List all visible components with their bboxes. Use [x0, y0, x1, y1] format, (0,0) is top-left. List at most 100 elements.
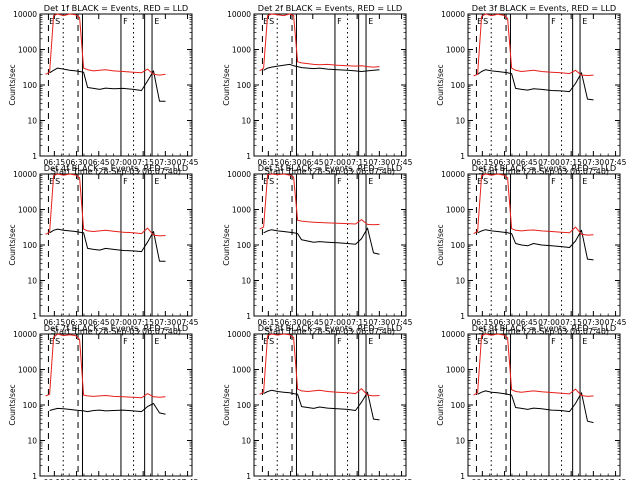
x-tick-label: 06:15 — [258, 158, 280, 167]
y-tick-label: 100 — [237, 241, 252, 250]
y-tick-label: 100 — [23, 401, 38, 410]
x-tick-label: 07:30 — [583, 318, 605, 327]
annotation-label: E — [582, 177, 587, 186]
y-tick-label: 1 — [32, 312, 37, 321]
annotation-label: F — [337, 17, 342, 26]
x-axis-label: Start Time (28-Sep-03 06:07:40) — [51, 167, 181, 176]
annotation-label: E — [477, 177, 482, 186]
panel-title: Det 2f BLACK = Events, RED = LLD — [258, 3, 402, 13]
x-tick-label: 07:30 — [369, 478, 391, 480]
annotation-label: S — [483, 337, 488, 346]
annotation-label: E — [154, 337, 159, 346]
x-tick-label: 06:30 — [494, 158, 516, 167]
x-tick-label: 07:30 — [583, 478, 605, 480]
annotation-label: E — [263, 337, 268, 346]
panel-det3f: Det 3f BLACK = Events, RED = LLD 1 10 100 10… — [436, 3, 627, 176]
annotation-label: F — [551, 337, 556, 346]
annotation-label: F — [551, 177, 556, 186]
x-tick-label: 07:45 — [391, 318, 413, 327]
x-tick-label: 06:15 — [472, 158, 494, 167]
series-lld-line — [45, 173, 166, 237]
series-events-line — [477, 390, 594, 424]
panel-title: Det 4f BLACK = Events, RED = LLD — [44, 163, 188, 173]
y-tick-label: 10000 — [441, 170, 465, 179]
x-tick-label: 06:45 — [516, 318, 538, 327]
x-tick-label: 07:00 — [538, 158, 560, 167]
x-tick-label: 07:15 — [560, 478, 582, 480]
y-tick-label: 1 — [460, 152, 465, 161]
y-tick-label: 100 — [23, 241, 38, 250]
y-tick-label: 10 — [27, 117, 37, 126]
y-tick-label: 10 — [241, 277, 251, 286]
y-tick-label: 10 — [455, 117, 465, 126]
annotation-label: S — [269, 337, 274, 346]
y-axis-label: Counts/sec — [222, 64, 231, 105]
annotation-label: E — [49, 337, 54, 346]
panel-det6f: Det 6f BLACK = Events, RED = LLD 1 10 100 10… — [436, 163, 627, 336]
y-tick-label: 10 — [455, 277, 465, 286]
x-tick-label: 06:45 — [88, 478, 110, 480]
x-tick-label: 06:30 — [280, 318, 302, 327]
y-tick-label: 10000 — [13, 10, 37, 19]
x-tick-label: 07:00 — [324, 158, 346, 167]
y-tick-label: 100 — [451, 401, 466, 410]
y-tick-label: 1000 — [232, 46, 251, 55]
x-tick-label: 06:15 — [44, 478, 66, 480]
y-tick-label: 10000 — [441, 330, 465, 339]
x-tick-label: 06:15 — [44, 318, 66, 327]
annotation-label: E — [49, 17, 54, 26]
x-tick-label: 07:15 — [560, 318, 582, 327]
series-lld-line — [259, 173, 380, 230]
x-tick-label: 07:30 — [155, 158, 177, 167]
x-axis-label: Start Time (28-Sep-03 06:07:40) — [479, 167, 609, 176]
annotation-label: S — [269, 177, 274, 186]
x-tick-label: 07:45 — [391, 158, 413, 167]
y-tick-label: 10 — [455, 437, 465, 446]
y-tick-label: 1 — [246, 152, 251, 161]
panel-det4f: Det 4f BLACK = Events, RED = LLD 1 10 100 10… — [8, 163, 199, 336]
x-tick-label: 07:15 — [346, 478, 368, 480]
x-tick-label: 07:00 — [324, 478, 346, 480]
annotation-label: E — [49, 177, 54, 186]
annotation-label: S — [55, 337, 60, 346]
annotation-label: E — [477, 337, 482, 346]
x-axis-label: Start Time (28-Sep-03 06:07:40) — [265, 167, 395, 176]
series-events-line — [49, 228, 166, 262]
y-tick-label: 1000 — [18, 46, 37, 55]
annotation-label: S — [483, 17, 488, 26]
x-axis-label: Start Time (28-Sep-03 06:07:40) — [265, 327, 395, 336]
y-tick-label: 100 — [237, 81, 252, 90]
x-tick-label: 07:00 — [324, 318, 346, 327]
y-axis-label: Counts/sec — [8, 384, 17, 425]
x-tick-label: 06:30 — [280, 478, 302, 480]
annotation-label: S — [483, 177, 488, 186]
annotation-label: F — [123, 177, 128, 186]
x-tick-label: 06:15 — [44, 158, 66, 167]
plot-frame — [253, 13, 407, 157]
x-tick-label: 07:15 — [132, 158, 154, 167]
x-tick-label: 06:30 — [66, 318, 88, 327]
x-tick-label: 06:15 — [258, 478, 280, 480]
x-tick-label: 07:45 — [177, 478, 199, 480]
y-tick-label: 100 — [237, 401, 252, 410]
x-tick-label: 07:00 — [538, 478, 560, 480]
panel-det7f: Det 7f BLACK = Events, RED = LLD 1 10 100 10… — [8, 323, 199, 480]
x-tick-label: 07:00 — [110, 318, 132, 327]
y-tick-label: 100 — [23, 81, 38, 90]
annotation-label: E — [263, 177, 268, 186]
x-tick-label: 06:45 — [516, 478, 538, 480]
x-tick-label: 07:00 — [110, 478, 132, 480]
series-lld-line — [259, 333, 380, 397]
series-events-line — [49, 403, 166, 415]
x-axis-label: Start Time (28-Sep-03 06:07:40) — [479, 327, 609, 336]
x-tick-label: 07:45 — [605, 478, 627, 480]
annotation-label: S — [55, 17, 60, 26]
plot-frame — [467, 333, 621, 477]
x-tick-label: 06:45 — [516, 158, 538, 167]
x-tick-label: 07:45 — [177, 318, 199, 327]
y-tick-label: 10000 — [13, 330, 37, 339]
annotation-label: F — [551, 17, 556, 26]
series-lld-line — [45, 333, 166, 399]
x-tick-label: 07:15 — [346, 318, 368, 327]
